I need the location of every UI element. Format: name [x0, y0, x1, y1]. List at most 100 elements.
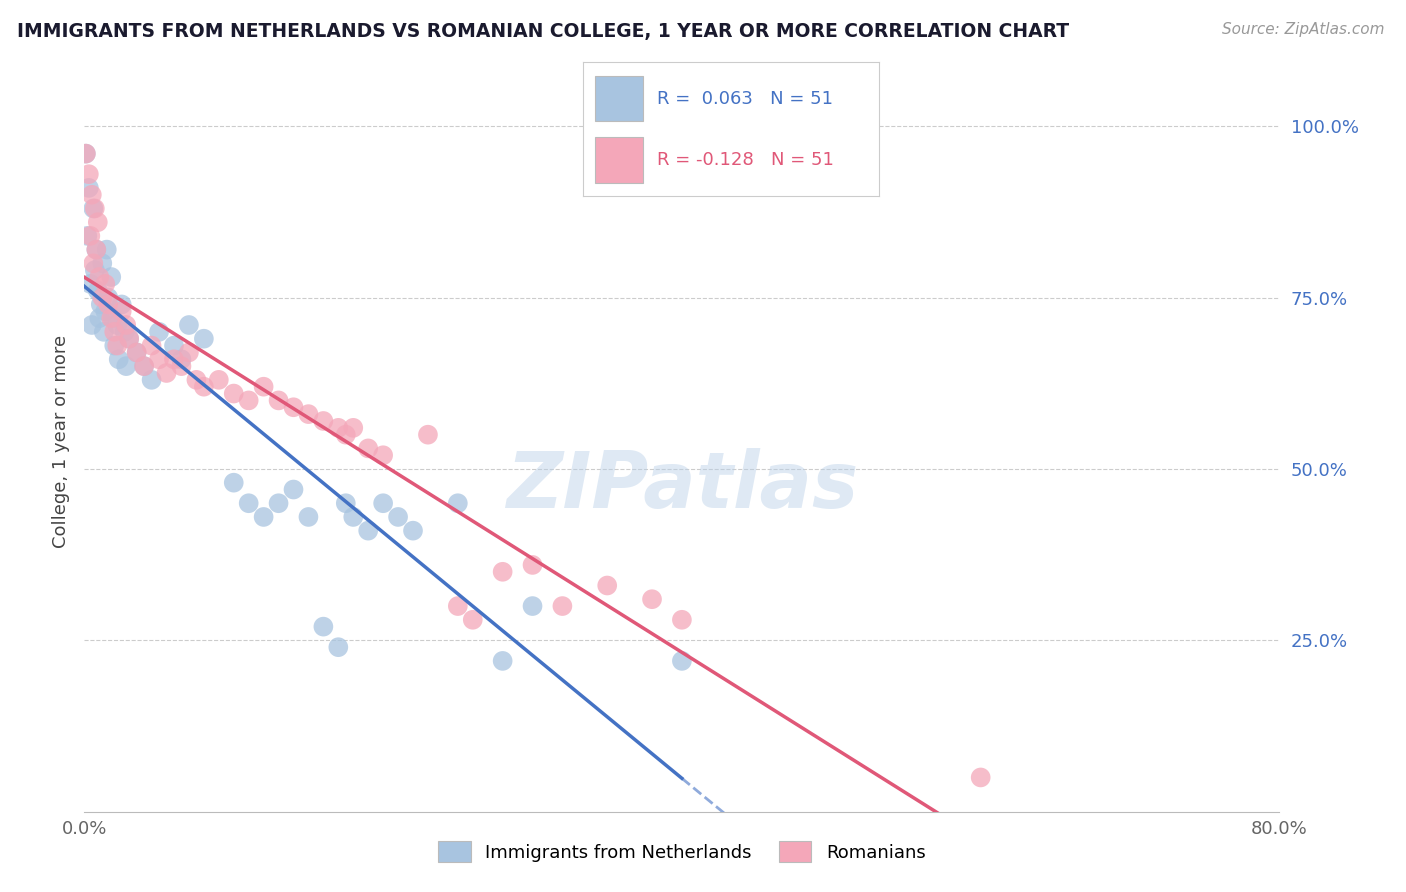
Point: [103, 325, 125, 339]
Point: [312, 414, 335, 428]
Point: [671, 613, 693, 627]
Point: [115, 359, 138, 373]
Point: [80, 187, 103, 202]
Point: [970, 771, 993, 785]
Point: [87, 215, 110, 229]
Point: [267, 496, 290, 510]
Bar: [595, 137, 643, 183]
Point: [94, 277, 117, 291]
Point: [253, 380, 276, 394]
Point: [141, 373, 163, 387]
Point: [551, 599, 574, 613]
Point: [461, 613, 484, 627]
Point: [115, 318, 138, 332]
Point: [103, 338, 125, 352]
Point: [492, 654, 515, 668]
Point: [83, 202, 105, 216]
Point: [267, 393, 290, 408]
Text: R = -0.128   N = 51: R = -0.128 N = 51: [658, 151, 834, 169]
Point: [522, 558, 544, 572]
Point: [193, 380, 215, 394]
Point: [447, 599, 470, 613]
Text: R =  0.063   N = 51: R = 0.063 N = 51: [658, 89, 834, 108]
Point: [177, 345, 200, 359]
Point: [86, 243, 108, 257]
Point: [148, 325, 170, 339]
Point: [170, 352, 193, 367]
Point: [77, 181, 100, 195]
Point: [163, 338, 186, 352]
Point: [492, 565, 515, 579]
Y-axis label: College, 1 year or more: College, 1 year or more: [52, 335, 70, 548]
Point: [97, 291, 120, 305]
Point: [283, 483, 305, 497]
Point: [111, 297, 134, 311]
Point: [335, 496, 357, 510]
Point: [100, 311, 122, 326]
Point: [96, 243, 118, 257]
Point: [118, 332, 141, 346]
Point: [373, 448, 395, 462]
Point: [105, 338, 128, 352]
Point: [77, 167, 100, 181]
Point: [447, 496, 470, 510]
Point: [357, 442, 380, 456]
Point: [641, 592, 664, 607]
Point: [416, 427, 439, 442]
Point: [141, 338, 163, 352]
Point: [373, 496, 395, 510]
Point: [155, 366, 177, 380]
Point: [114, 325, 136, 339]
Point: [357, 524, 380, 538]
Point: [101, 311, 124, 326]
Point: [80, 318, 103, 332]
Point: [283, 401, 305, 415]
Point: [671, 654, 693, 668]
Point: [86, 243, 108, 257]
Point: [222, 475, 245, 490]
Point: [107, 352, 129, 367]
Point: [132, 359, 156, 373]
Point: [342, 510, 364, 524]
Point: [402, 524, 425, 538]
Point: [93, 325, 115, 339]
Point: [79, 277, 101, 291]
Point: [111, 304, 134, 318]
Bar: [595, 76, 643, 121]
Point: [522, 599, 544, 613]
Point: [148, 352, 170, 367]
Text: ZIPatlas: ZIPatlas: [506, 448, 858, 524]
Point: [75, 146, 97, 161]
Text: IMMIGRANTS FROM NETHERLANDS VS ROMANIAN COLLEGE, 1 YEAR OR MORE CORRELATION CHAR: IMMIGRANTS FROM NETHERLANDS VS ROMANIAN …: [17, 22, 1069, 41]
Point: [82, 202, 104, 216]
Point: [79, 228, 101, 243]
Point: [125, 345, 148, 359]
Point: [193, 332, 215, 346]
Point: [186, 373, 208, 387]
Point: [596, 578, 619, 592]
Point: [76, 228, 98, 243]
Point: [89, 270, 111, 285]
Point: [335, 427, 357, 442]
Point: [132, 359, 156, 373]
Point: [100, 270, 122, 285]
Text: Source: ZipAtlas.com: Source: ZipAtlas.com: [1222, 22, 1385, 37]
Point: [328, 421, 350, 435]
Point: [75, 146, 97, 161]
Point: [83, 263, 105, 277]
Point: [253, 510, 276, 524]
Point: [342, 421, 364, 435]
Point: [238, 496, 260, 510]
Point: [170, 359, 193, 373]
Point: [163, 352, 186, 367]
Point: [312, 619, 335, 633]
Point: [222, 386, 245, 401]
Point: [89, 311, 111, 326]
Point: [297, 510, 319, 524]
Point: [238, 393, 260, 408]
Point: [90, 297, 112, 311]
Point: [387, 510, 409, 524]
Point: [97, 297, 120, 311]
Point: [91, 291, 114, 305]
Point: [82, 256, 104, 270]
